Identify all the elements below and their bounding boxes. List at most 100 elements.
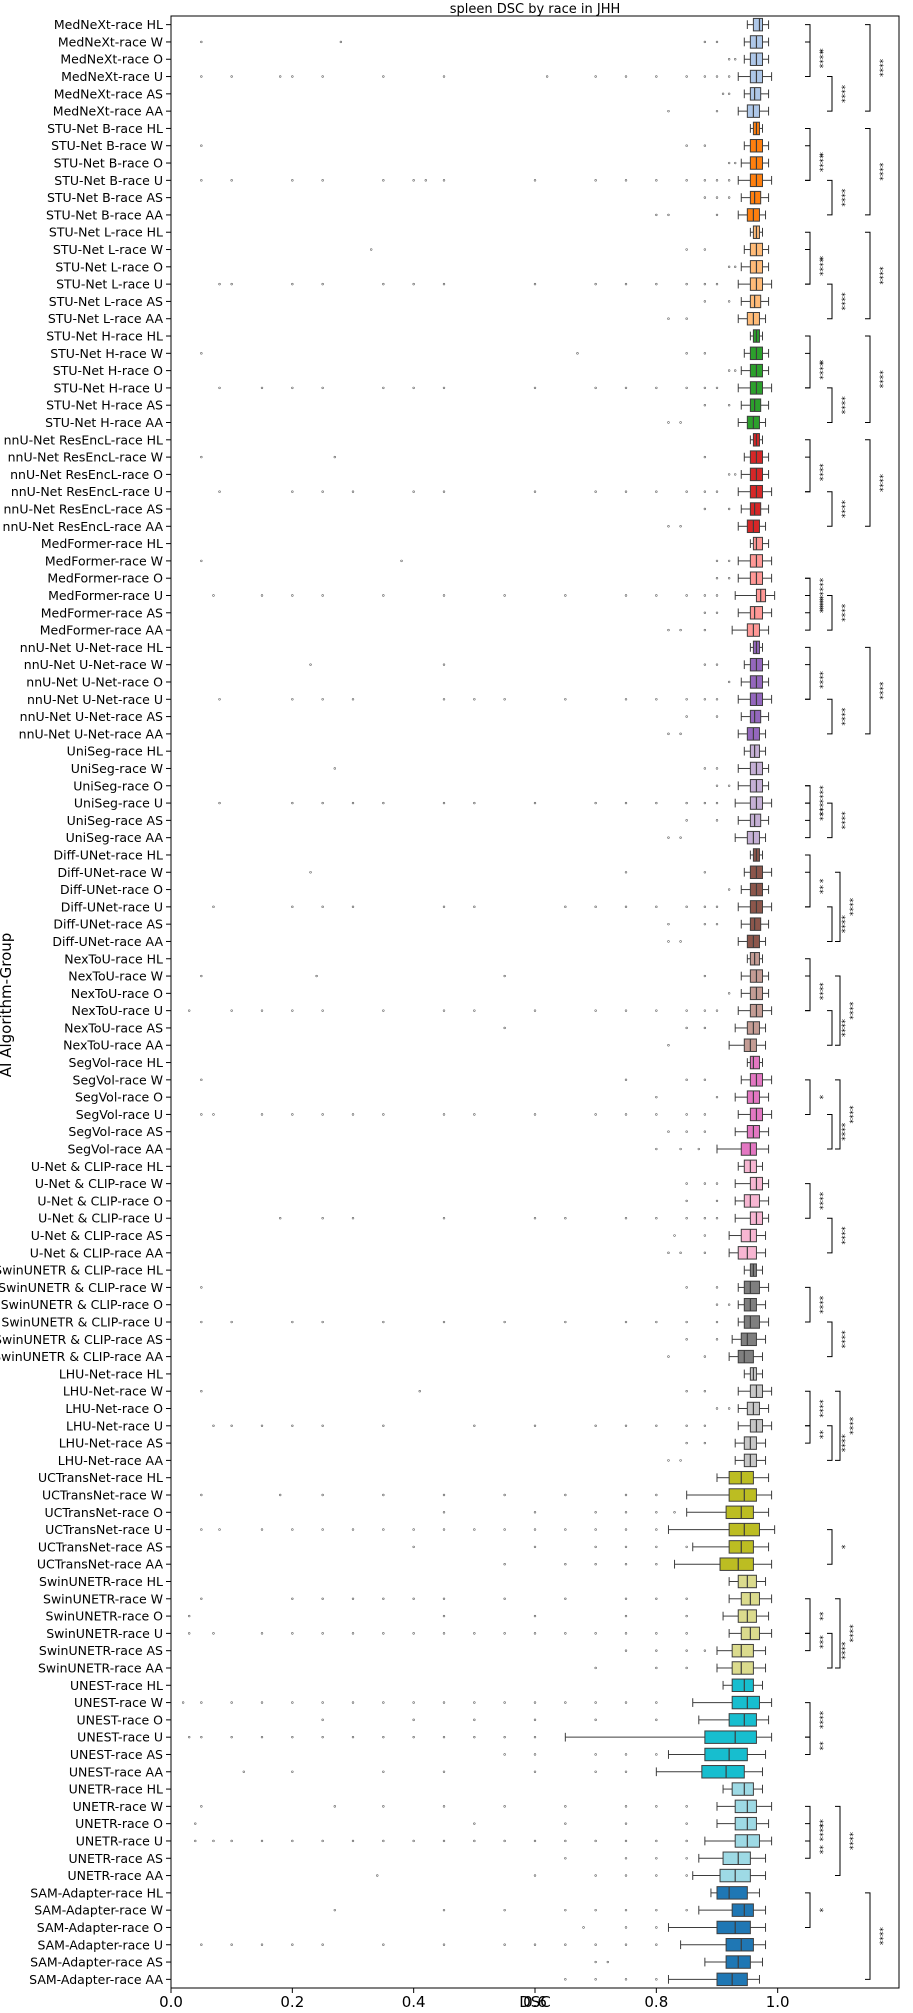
outlier-point: [715, 1303, 719, 1306]
outlier-point: [339, 40, 343, 44]
outlier-point: [442, 1839, 446, 1843]
outlier-point: [376, 1874, 379, 1877]
y-tick-label: STU-Net L-race W: [53, 242, 163, 257]
outlier-point: [533, 1217, 537, 1220]
y-tick-label: MedNeXt-race O: [60, 52, 163, 67]
box: [749, 398, 762, 412]
outlier-point: [351, 1528, 355, 1531]
outlier-point: [727, 1303, 731, 1306]
outlier-point: [715, 715, 719, 718]
outlier-point: [655, 698, 658, 701]
outlier-point: [218, 386, 221, 390]
significance-label: *: [814, 1095, 824, 1100]
box: [737, 1349, 754, 1364]
outlier-point: [685, 179, 688, 182]
significance-bracket: [805, 785, 811, 804]
outlier-point: [442, 801, 446, 805]
significance-label: *: [814, 464, 824, 469]
outlier-point: [685, 1649, 688, 1652]
outlier-point: [703, 144, 707, 147]
outlier-point: [715, 784, 719, 787]
significance-bracket: [827, 1425, 833, 1461]
y-tick-label: STU-Net B-race W: [51, 138, 163, 153]
outlier-point: [594, 179, 597, 182]
outlier-point: [473, 1718, 476, 1722]
outlier-point: [703, 40, 707, 44]
outlier-point: [655, 801, 658, 805]
outlier-point: [715, 1320, 719, 1324]
outlier-point: [655, 1701, 658, 1704]
outlier-point: [703, 594, 707, 597]
significance-label: ****: [844, 1417, 854, 1436]
significance-label: ****: [814, 595, 824, 614]
y-tick-label: SegVol-race HL: [69, 1055, 164, 1070]
outlier-point: [685, 1632, 688, 1635]
significance-bracket: [805, 1425, 811, 1444]
significance-label: ****: [836, 1227, 846, 1246]
outlier-point: [655, 1562, 658, 1566]
outlier-point: [382, 1493, 385, 1497]
outlier-point: [473, 1701, 476, 1704]
outlier-point: [260, 594, 264, 597]
y-tick-label: MedNeXt-race W: [58, 34, 163, 49]
significance-bracket: [827, 1010, 833, 1046]
outlier-point: [533, 1614, 537, 1618]
significance-label: **: [814, 807, 824, 817]
significance-label: ****: [836, 811, 846, 830]
significance-bracket: [865, 231, 871, 320]
outlier-point: [685, 1805, 688, 1808]
significance-bracket: [805, 577, 811, 631]
x-tick-label: 0.0: [159, 1993, 183, 2011]
outlier-point: [594, 1960, 597, 1964]
significance-label: *: [814, 256, 824, 261]
outlier-point: [715, 490, 719, 493]
outlier-point: [715, 559, 719, 563]
outlier-point: [218, 490, 221, 493]
outlier-point: [703, 611, 707, 614]
y-tick-label: nnU-Net ResEncL-race HL: [4, 432, 163, 447]
y-tick-label: SwinUNETR-race U: [46, 1626, 163, 1641]
outlier-point: [667, 109, 670, 113]
outlier-point: [655, 1528, 658, 1531]
outlier-point: [703, 663, 707, 666]
y-tick-label: SAM-Adapter-race AA: [29, 1972, 163, 1987]
outlier-point: [473, 698, 476, 701]
y-tick-label: Diff-UNet-race HL: [53, 847, 163, 862]
significance-label: ****: [814, 1823, 824, 1842]
outlier-point: [679, 836, 682, 839]
outlier-point: [321, 1735, 324, 1739]
outlier-point: [200, 1701, 203, 1704]
significance-bracket: [805, 335, 811, 389]
significance-bracket: [827, 1632, 833, 1669]
outlier-point: [321, 386, 324, 390]
outlier-point: [200, 352, 203, 355]
y-tick-label: nnU-Net U-Net-race W: [24, 657, 163, 672]
significance-label: ****: [844, 898, 854, 917]
outlier-point: [442, 282, 446, 286]
outlier-point: [667, 317, 670, 320]
outlier-point: [291, 1735, 294, 1739]
outlier-point: [473, 905, 476, 909]
significance-bracket: [827, 491, 833, 527]
outlier-point: [533, 1113, 537, 1116]
outlier-point: [533, 1701, 537, 1704]
significance-bracket: [805, 1079, 811, 1115]
outlier-point: [291, 1597, 294, 1600]
outlier-point: [382, 1320, 385, 1324]
y-tick-label: STU-Net H-race AS: [46, 398, 163, 413]
outlier-point: [594, 1632, 597, 1635]
outlier-point: [351, 1839, 355, 1843]
outlier-point: [503, 1839, 506, 1843]
significance-bracket: [805, 646, 811, 700]
y-tick-label: UNEST-race AA: [69, 1764, 164, 1779]
outlier-point: [655, 386, 658, 390]
outlier-point: [188, 1632, 191, 1635]
y-tick-label: UCTransNet-race W: [42, 1488, 163, 1503]
outlier-point: [382, 75, 385, 78]
y-tick-label: LHU-Net-race AS: [59, 1436, 163, 1451]
y-tick-label: UCTransNet-race HL: [38, 1470, 163, 1485]
significance-bracket: [805, 958, 811, 1012]
outlier-point: [194, 1839, 197, 1843]
significance-label: ****: [836, 189, 846, 208]
outlier-point: [230, 1943, 233, 1946]
